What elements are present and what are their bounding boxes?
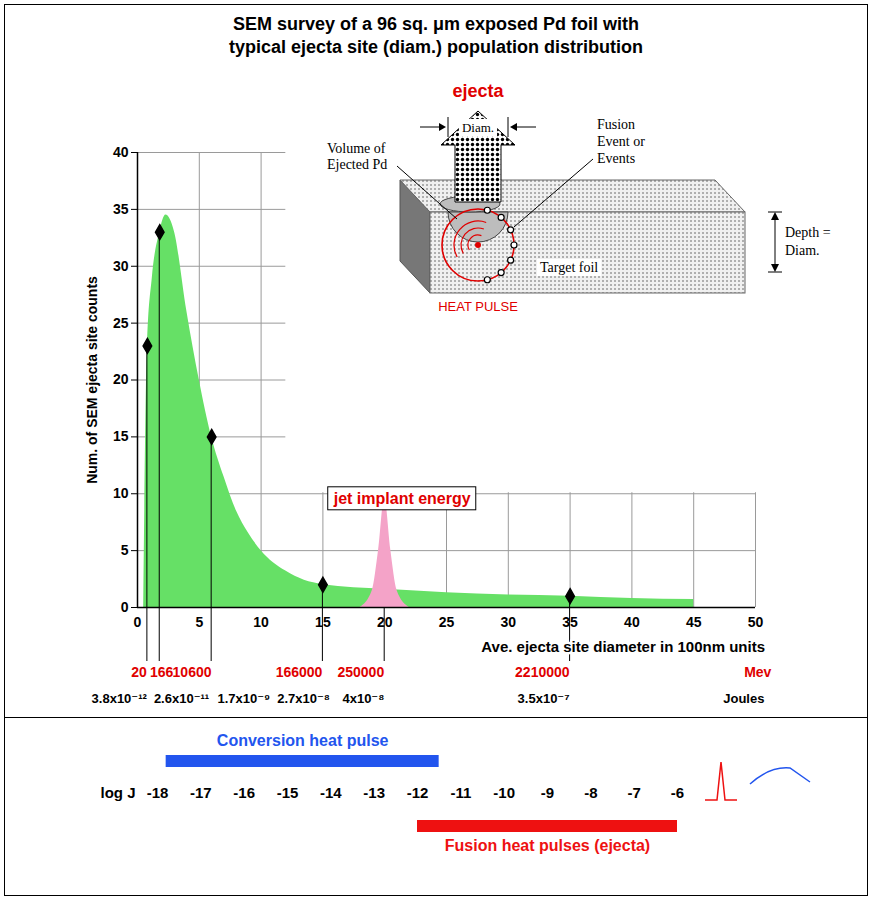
svg-text:250000: 250000	[337, 664, 384, 680]
svg-text:Depth =: Depth =	[785, 225, 831, 240]
svg-text:-17: -17	[190, 784, 212, 801]
svg-text:30: 30	[113, 258, 129, 274]
svg-text:-16: -16	[233, 784, 255, 801]
svg-text:-7: -7	[627, 784, 640, 801]
svg-text:166000: 166000	[276, 664, 323, 680]
svg-text:2.7x10⁻⁸: 2.7x10⁻⁸	[277, 691, 330, 706]
svg-text:40: 40	[113, 144, 129, 160]
svg-text:-18: -18	[147, 784, 169, 801]
svg-text:Fusion heat pulses (ejecta): Fusion heat pulses (ejecta)	[445, 837, 650, 854]
svg-text:Num. of SEM ejecta site counts: Num. of SEM ejecta site counts	[84, 276, 100, 484]
svg-text:10: 10	[113, 485, 129, 501]
svg-text:20: 20	[131, 664, 147, 680]
svg-text:5: 5	[195, 614, 203, 630]
svg-text:40: 40	[624, 614, 640, 630]
svg-text:2.6x10⁻¹¹: 2.6x10⁻¹¹	[154, 691, 209, 706]
svg-text:20: 20	[377, 614, 393, 630]
svg-text:-8: -8	[584, 784, 597, 801]
svg-text:25: 25	[113, 315, 129, 331]
svg-text:15: 15	[113, 428, 129, 444]
svg-text:-6: -6	[671, 784, 684, 801]
svg-text:10: 10	[253, 614, 269, 630]
svg-text:1.7x10⁻⁹: 1.7x10⁻⁹	[217, 691, 270, 706]
svg-text:0: 0	[121, 599, 129, 615]
svg-text:Event or: Event or	[597, 134, 645, 149]
svg-text:4x10⁻⁸: 4x10⁻⁸	[342, 691, 384, 706]
svg-text:10600: 10600	[173, 664, 212, 680]
svg-text:45: 45	[686, 614, 702, 630]
svg-text:Mev: Mev	[744, 664, 771, 680]
svg-text:30: 30	[501, 614, 517, 630]
svg-text:0: 0	[134, 614, 142, 630]
svg-text:Joules: Joules	[723, 691, 764, 706]
svg-text:Target foil: Target foil	[540, 260, 598, 275]
svg-text:Diam.: Diam.	[785, 243, 820, 258]
svg-text:5: 5	[121, 542, 129, 558]
svg-text:35: 35	[113, 201, 129, 217]
svg-text:HEAT PULSE: HEAT PULSE	[438, 299, 518, 314]
svg-text:log J: log J	[100, 784, 135, 801]
svg-text:3.5x10⁻⁷: 3.5x10⁻⁷	[518, 691, 570, 706]
svg-text:-13: -13	[363, 784, 385, 801]
svg-text:ejecta: ejecta	[452, 81, 504, 101]
svg-text:20: 20	[113, 371, 129, 387]
svg-text:Fusion: Fusion	[597, 117, 635, 132]
svg-text:-12: -12	[407, 784, 429, 801]
svg-text:2210000: 2210000	[515, 664, 570, 680]
svg-text:Ejected Pd: Ejected Pd	[327, 157, 387, 172]
svg-text:166: 166	[150, 664, 174, 680]
svg-text:25: 25	[439, 614, 455, 630]
svg-text:Diam.: Diam.	[462, 120, 494, 135]
svg-text:-10: -10	[493, 784, 515, 801]
html-text:SEM survey of a 96 sq. μm expo: SEM survey of a 96 sq. μm exposed Pd foi…	[229, 14, 643, 57]
svg-text:Ave. ejecta site diameter in 1: Ave. ejecta site diameter in 100nm units	[481, 638, 765, 655]
svg-text:-9: -9	[541, 784, 554, 801]
svg-text:15: 15	[315, 614, 331, 630]
svg-text:Events: Events	[597, 151, 635, 166]
svg-text:jet implant energy: jet implant energy	[333, 490, 471, 507]
svg-text:-14: -14	[320, 784, 342, 801]
svg-text:50: 50	[748, 614, 764, 630]
svg-text:-15: -15	[277, 784, 299, 801]
svg-text:35: 35	[562, 614, 578, 630]
svg-text:-11: -11	[450, 784, 471, 801]
svg-text:Volume of: Volume of	[327, 141, 386, 156]
svg-text:3.8x10⁻¹²: 3.8x10⁻¹²	[92, 691, 148, 706]
svg-text:Conversion heat pulse: Conversion heat pulse	[217, 732, 389, 749]
